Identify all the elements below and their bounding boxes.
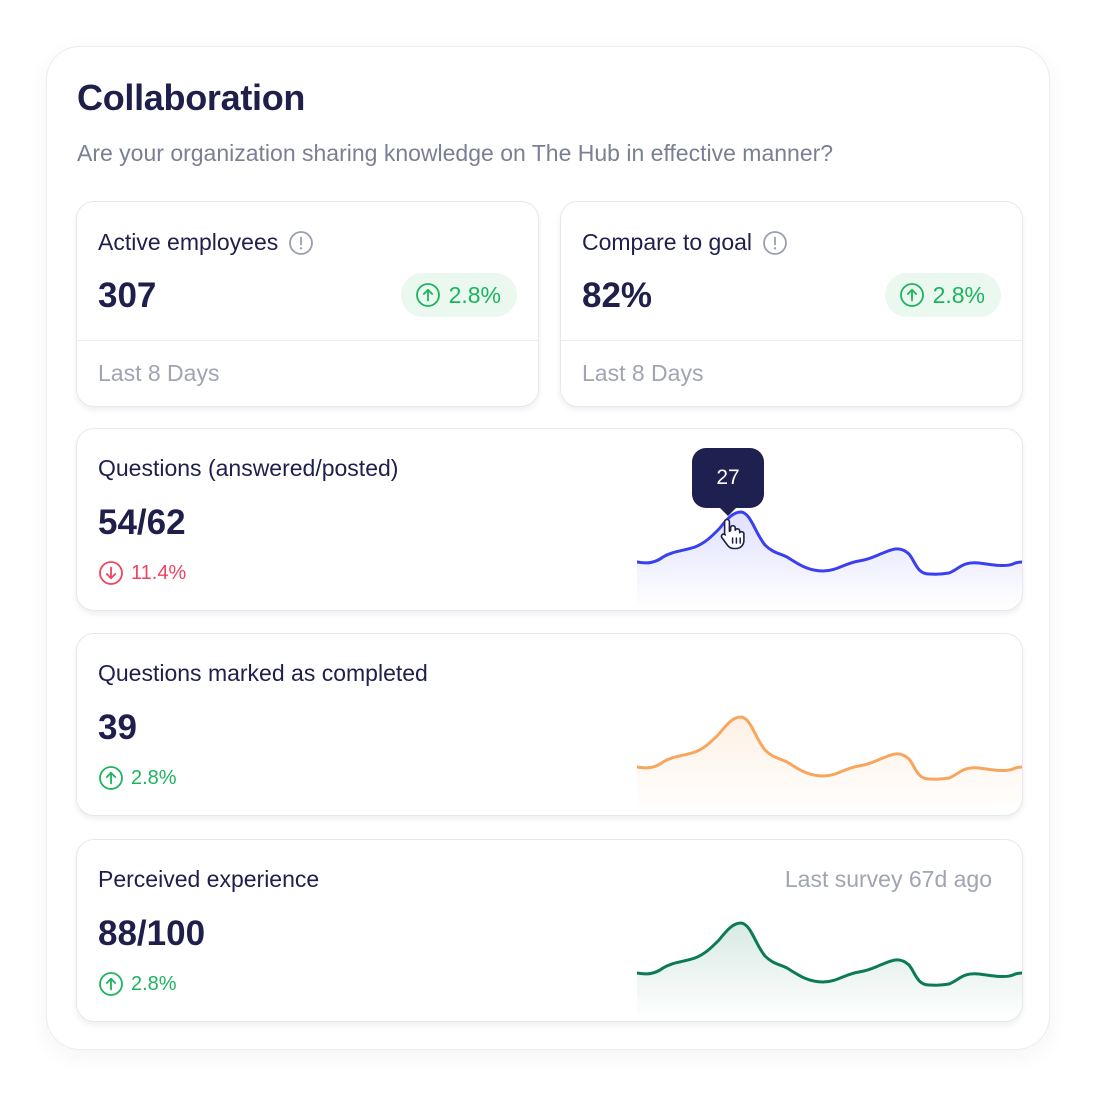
survey-timestamp: Last survey 67d ago [784, 866, 992, 892]
info-circle-icon[interactable] [762, 230, 788, 256]
kpi-label: Active employees [98, 229, 279, 255]
change-value: 11.4% [131, 561, 187, 584]
metric-value: 88/100 [98, 914, 206, 953]
kpi-label: Compare to goal [582, 229, 753, 255]
sparkline-line [637, 921, 1022, 987]
change-badge: 2.8% [400, 273, 517, 317]
chart-tooltip: 27 [692, 448, 764, 516]
kpi-value: 82% [582, 276, 653, 315]
metric-card-questions-completed[interactable]: Questions marked as completed 39 2.8% [76, 633, 1023, 816]
sparkline-area [637, 923, 1022, 1020]
arrow-up-circle-icon [899, 283, 924, 307]
sparkline-area [637, 717, 1022, 814]
tooltip-value: 27 [716, 466, 740, 489]
kpi-value: 307 [98, 276, 157, 315]
metric-label: Perceived experience [98, 866, 320, 892]
sparkline-chart[interactable] [637, 634, 1022, 814]
collaboration-panel: Collaboration Are your organization shar… [46, 46, 1050, 1050]
change-indicator: 11.4% [98, 560, 186, 586]
change-badge: 2.8% [884, 273, 1001, 317]
metric-card-perceived-experience[interactable]: Perceived experience Last survey 67d ago… [76, 839, 1023, 1022]
kpi-card-active-employees[interactable]: Active employees 307 2.8% Last 8 Days [76, 201, 539, 407]
sparkline-chart[interactable] [637, 840, 1022, 1020]
kpi-label-row: Active employees [98, 229, 314, 256]
period-label: Last 8 Days [98, 360, 220, 386]
kpi-label-row: Compare to goal [582, 229, 788, 256]
period-label: Last 8 Days [582, 360, 704, 386]
metric-label: Questions (answered/posted) [98, 455, 399, 481]
info-circle-icon[interactable] [288, 230, 314, 256]
change-value: 2.8% [131, 766, 177, 789]
sparkline-line [637, 715, 1022, 781]
panel-title: Collaboration [77, 77, 306, 118]
change-value: 2.8% [932, 281, 985, 308]
divider [561, 340, 1022, 341]
kpi-card-compare-to-goal[interactable]: Compare to goal 82% 2.8% Last 8 Days [560, 201, 1023, 407]
metric-value: 54/62 [98, 503, 186, 542]
arrow-down-circle-icon [99, 561, 123, 585]
change-value: 2.8% [448, 281, 501, 308]
change-indicator: 2.8% [98, 765, 177, 791]
change-value: 2.8% [131, 972, 177, 995]
arrow-up-circle-icon [99, 766, 123, 790]
hand-pointer-icon [720, 518, 745, 550]
arrow-up-circle-icon [415, 283, 440, 307]
metric-value: 39 [98, 708, 137, 747]
metric-label: Questions marked as completed [98, 660, 428, 686]
divider [77, 340, 538, 341]
sparkline-area [637, 512, 1022, 609]
metric-card-questions-answered[interactable]: Questions (answered/posted) 54/62 11.4% [76, 428, 1023, 611]
change-indicator: 2.8% [98, 971, 177, 997]
sparkline-line [637, 510, 1022, 576]
panel-subtitle: Are your organization sharing knowledge … [77, 140, 834, 166]
arrow-up-circle-icon [99, 972, 123, 996]
